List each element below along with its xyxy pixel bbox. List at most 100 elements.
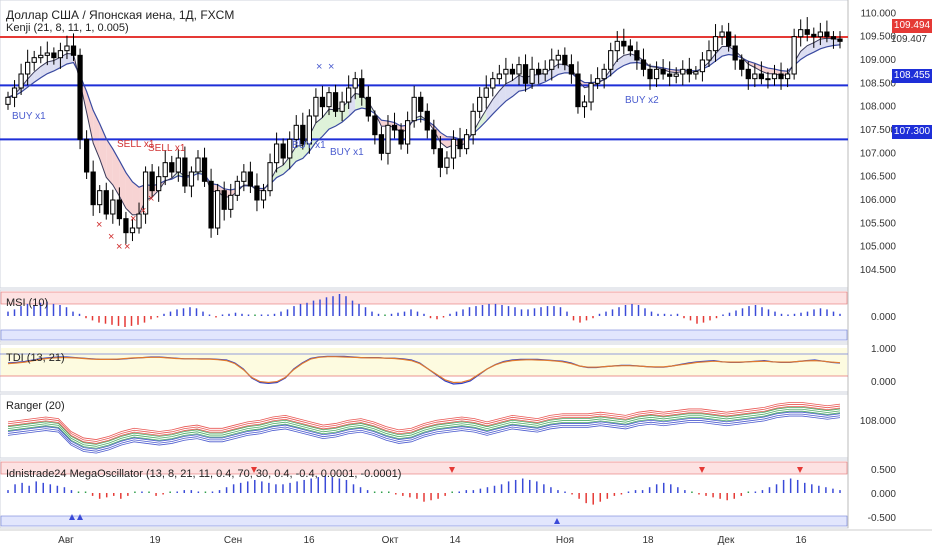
signal-x-mark: × — [96, 219, 102, 231]
candle-body — [273, 143, 280, 164]
level-tag-support-1: 108.455 — [892, 69, 932, 83]
kenji-cloud-segment — [381, 120, 388, 127]
candle-body — [778, 73, 784, 80]
kenji-cloud-segment — [335, 107, 343, 127]
kenji-cloud-segment — [623, 53, 631, 66]
candle-body — [254, 185, 260, 201]
kenji-cloud-segment — [558, 64, 565, 75]
price-tick-label: 108.000 — [860, 102, 897, 113]
time-axis-label: Сен — [224, 535, 242, 546]
candle-body — [110, 199, 116, 215]
candle-body — [38, 54, 44, 59]
candle-body — [739, 59, 745, 70]
ranger-line — [7, 402, 841, 440]
candle-body — [267, 162, 273, 192]
candle-body — [608, 50, 614, 70]
candle-body — [51, 52, 57, 59]
tdi-series-line — [7, 356, 841, 384]
kenji-cloud-segment — [132, 181, 140, 215]
candle-body — [431, 129, 437, 150]
candle-body — [830, 36, 837, 40]
candle-body — [156, 176, 162, 192]
kenji-cloud-segment — [86, 91, 94, 144]
candle-body — [699, 59, 706, 73]
time-axis-label: Дек — [718, 535, 735, 546]
candle-body — [588, 82, 594, 103]
kenji-cloud-segment — [47, 60, 54, 74]
candle-body — [359, 78, 365, 98]
candle-body — [693, 71, 699, 75]
kenji-cloud-segment — [820, 38, 827, 49]
candle-body — [64, 45, 70, 52]
time-axis-label: 19 — [149, 535, 161, 546]
signal-x-mark: × — [328, 61, 334, 73]
candle-body — [470, 110, 476, 136]
signal-label: SELL x1 — [148, 143, 186, 154]
kenji-cloud-segment — [479, 109, 487, 128]
candle-body — [496, 73, 502, 80]
signal-triangle-down — [797, 467, 803, 473]
candle-body — [175, 157, 181, 173]
candle-body — [516, 64, 522, 75]
signal-label: BUY x2 — [625, 95, 659, 106]
price-tick-label: 104.500 — [860, 265, 897, 276]
pane-frame — [0, 393, 849, 459]
candle-body — [719, 31, 725, 38]
indicator-megaosc-label: Idnistrade24 MegaOscillator (13, 8, 21, … — [6, 468, 402, 480]
candle-body — [136, 213, 142, 229]
candle-body — [293, 124, 299, 140]
kenji-cloud-segment — [807, 42, 814, 56]
candle-body — [477, 96, 483, 112]
candle-body — [18, 73, 24, 89]
kenji-cloud-segment — [708, 53, 716, 66]
price-tick-label: 107.000 — [860, 148, 897, 159]
price-tick-label: 110.000 — [861, 8, 897, 19]
ranger-line — [7, 410, 841, 449]
candle-body — [686, 68, 692, 75]
time-axis-label: Окт — [382, 535, 399, 546]
candle-body — [627, 45, 633, 52]
ranger-line — [7, 411, 841, 450]
candle-body — [44, 52, 50, 56]
candle-body — [195, 157, 201, 173]
candle-body — [555, 54, 561, 61]
signal-label: BUY x1 — [12, 111, 46, 122]
megaosc-upper-band — [0, 461, 848, 475]
candle-body — [215, 190, 221, 229]
candle-body — [509, 68, 516, 75]
time-axis-label: 18 — [642, 535, 654, 546]
candle-body — [326, 92, 332, 108]
price-tick-label: 106.000 — [860, 195, 897, 206]
msi-upper-band — [0, 291, 848, 305]
kenji-cloud-segment — [826, 38, 834, 47]
candle-body — [149, 171, 155, 192]
candle-body — [601, 68, 607, 80]
candle-body — [411, 96, 417, 122]
candle-body — [83, 138, 90, 173]
candle-body — [798, 29, 804, 38]
ranger-line — [7, 408, 841, 447]
kenji-cloud-segment — [296, 145, 303, 162]
pane-frame — [0, 0, 849, 289]
price-tick-label: 109.000 — [860, 55, 897, 66]
time-axis-label: Авг — [58, 535, 74, 546]
candle-body — [450, 138, 457, 159]
candle-body — [31, 57, 37, 63]
time-axis-label: 16 — [795, 535, 807, 546]
kenji-cloud-segment — [767, 68, 775, 74]
megaosc-tick-label: 0.500 — [871, 465, 896, 476]
candle-body — [804, 29, 810, 35]
tdi-tick-label: 0.000 — [871, 377, 896, 388]
candle-body — [129, 227, 136, 234]
candle-body — [300, 124, 306, 145]
chart-title: Доллар США / Японская иена, 1Д, FXCM — [6, 8, 235, 22]
ranger-line — [7, 406, 841, 445]
ranger-line — [7, 405, 841, 444]
candle-body — [97, 190, 103, 206]
candle-body — [614, 40, 620, 52]
kenji-cloud-segment — [106, 138, 113, 185]
candle-body — [169, 162, 175, 173]
kenji-cloud-segment — [610, 60, 618, 76]
time-axis-label: 14 — [449, 535, 461, 546]
